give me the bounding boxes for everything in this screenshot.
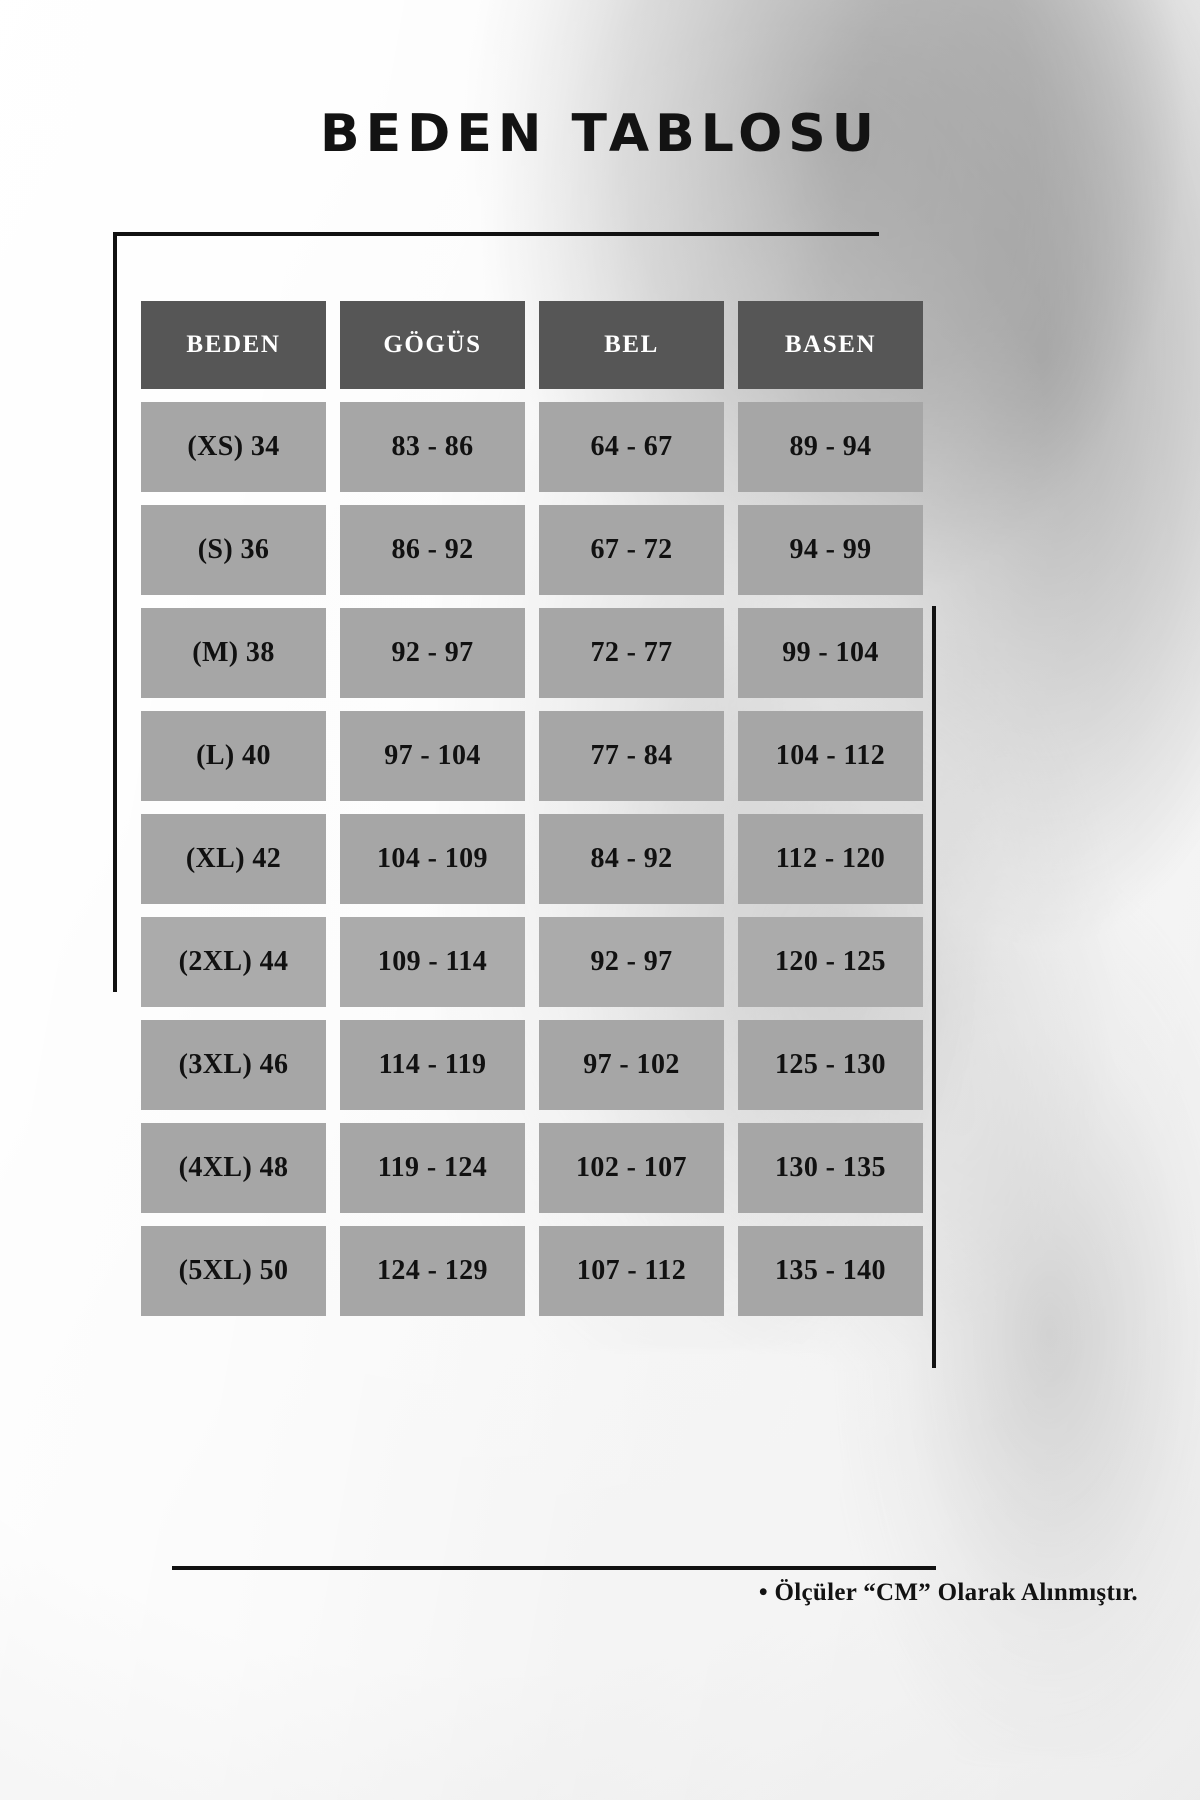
cell-gogus: 119 - 124 [340,1123,525,1213]
measurement-note: • Ölçüler “CM” Olarak Alınmıştır. [758,1579,1138,1606]
cell-bel: 102 - 107 [539,1123,724,1213]
table-row: (XS) 34 83 - 86 64 - 67 89 - 94 [141,402,923,492]
cell-basen: 89 - 94 [738,402,923,492]
cell-gogus: 114 - 119 [340,1020,525,1110]
cell-beden: (4XL) 48 [141,1123,326,1213]
cell-beden: (3XL) 46 [141,1020,326,1110]
cell-basen: 125 - 130 [738,1020,923,1110]
table-row: (5XL) 50 124 - 129 107 - 112 135 - 140 [141,1226,923,1316]
cell-bel: 97 - 102 [539,1020,724,1110]
cell-gogus: 86 - 92 [340,505,525,595]
cell-basen: 130 - 135 [738,1123,923,1213]
cell-gogus: 83 - 86 [340,402,525,492]
cell-bel: 64 - 67 [539,402,724,492]
cell-basen: 120 - 125 [738,917,923,1007]
page-title: BEDEN TABLOSU [320,104,880,164]
cell-beden: (XS) 34 [141,402,326,492]
frame-line-left [113,232,117,992]
table-row: (XL) 42 104 - 109 84 - 92 112 - 120 [141,814,923,904]
column-header-beden: BEDEN [141,301,326,389]
cell-beden: (2XL) 44 [141,917,326,1007]
cell-basen: 135 - 140 [738,1226,923,1316]
table-row: (2XL) 44 109 - 114 92 - 97 120 - 125 [141,917,923,1007]
frame-line-top [113,232,879,236]
cell-beden: (5XL) 50 [141,1226,326,1316]
cell-beden: (L) 40 [141,711,326,801]
cell-beden: (S) 36 [141,505,326,595]
column-header-basen: BASEN [738,301,923,389]
cell-basen: 104 - 112 [738,711,923,801]
cell-gogus: 124 - 129 [340,1226,525,1316]
table-row: (3XL) 46 114 - 119 97 - 102 125 - 130 [141,1020,923,1110]
cell-beden: (M) 38 [141,608,326,698]
column-header-gogus: GÖGÜS [340,301,525,389]
cell-basen: 99 - 104 [738,608,923,698]
cell-gogus: 97 - 104 [340,711,525,801]
cell-bel: 84 - 92 [539,814,724,904]
size-chart-table: BEDEN GÖGÜS BEL BASEN (XS) 34 83 - 86 64… [141,301,923,1316]
table-row: (M) 38 92 - 97 72 - 77 99 - 104 [141,608,923,698]
table-row: (4XL) 48 119 - 124 102 - 107 130 - 135 [141,1123,923,1213]
cell-beden: (XL) 42 [141,814,326,904]
frame-line-bottom [172,1566,936,1570]
cell-bel: 77 - 84 [539,711,724,801]
cell-bel: 92 - 97 [539,917,724,1007]
cell-gogus: 104 - 109 [340,814,525,904]
cell-bel: 67 - 72 [539,505,724,595]
column-header-bel: BEL [539,301,724,389]
table-row: (L) 40 97 - 104 77 - 84 104 - 112 [141,711,923,801]
cell-gogus: 109 - 114 [340,917,525,1007]
frame-line-right [932,606,936,1368]
cell-bel: 107 - 112 [539,1226,724,1316]
table-row: (S) 36 86 - 92 67 - 72 94 - 99 [141,505,923,595]
cell-bel: 72 - 77 [539,608,724,698]
cell-gogus: 92 - 97 [340,608,525,698]
cell-basen: 112 - 120 [738,814,923,904]
table-header-row: BEDEN GÖGÜS BEL BASEN [141,301,923,389]
cell-basen: 94 - 99 [738,505,923,595]
